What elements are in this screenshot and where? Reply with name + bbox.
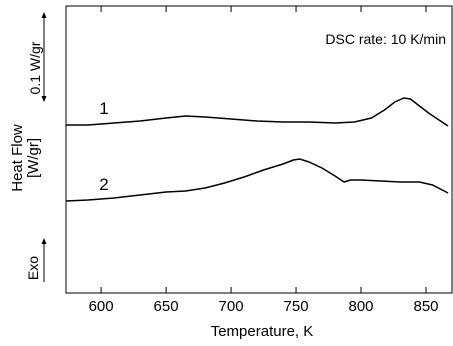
exo-arrow-up-icon [41,238,47,244]
scale-bar-arrow-down-icon [41,96,47,102]
curve-label-1: 1 [99,99,108,118]
curve-series-2 [65,158,449,202]
curve-series-1 [66,97,449,127]
plot-frame [65,5,453,294]
y-axis-title: Heat Flow [W/gr] [9,124,42,192]
x-axis-ticks [100,6,427,293]
y-axis-title-line-1: Heat Flow [9,124,26,192]
dsc-rate-annotation: DSC rate: 10 K/min [325,31,446,47]
y-axis-title-line-2: [W/gr] [25,138,42,178]
scale-bar-label: 0.1 W/gr [27,41,43,94]
scale-bar-arrow-up-icon [41,12,47,18]
x-tick-label-800: 800 [349,298,374,315]
x-tick-label-600: 600 [89,298,114,315]
exo-label: Exo [25,256,41,280]
curve-label-2: 2 [99,175,108,194]
x-axis-title: Temperature, K [211,323,314,340]
x-tick-label-700: 700 [219,298,244,315]
x-axis-tick-labels: 600 650 700 750 800 850 [89,298,439,315]
x-tick-label-650: 650 [154,298,179,315]
x-tick-label-850: 850 [413,298,438,315]
x-tick-label-750: 750 [284,298,309,315]
